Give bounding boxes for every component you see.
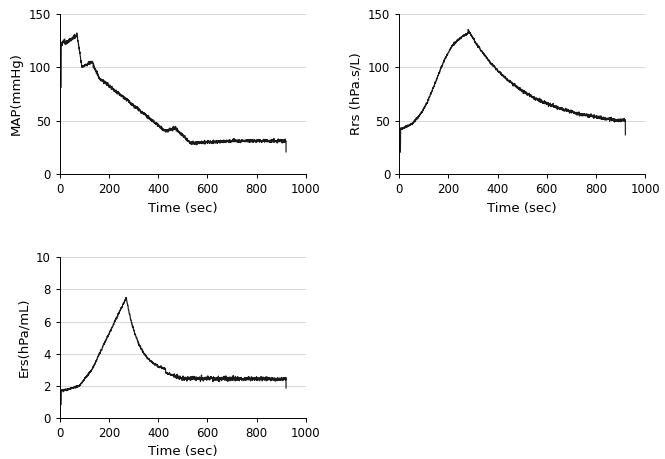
Y-axis label: Ers(hPa/mL): Ers(hPa/mL) — [17, 298, 31, 377]
Y-axis label: Rrs (hPa.s/L): Rrs (hPa.s/L) — [349, 52, 362, 135]
X-axis label: Time (sec): Time (sec) — [148, 202, 217, 215]
X-axis label: Time (sec): Time (sec) — [148, 445, 217, 458]
Y-axis label: MAP(mmHg): MAP(mmHg) — [10, 52, 23, 135]
X-axis label: Time (sec): Time (sec) — [487, 202, 557, 215]
